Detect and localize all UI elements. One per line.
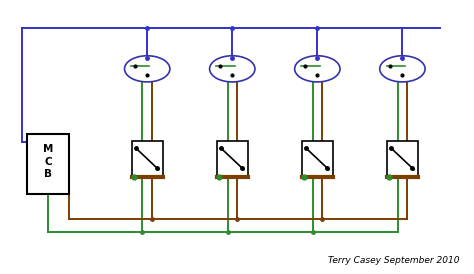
Circle shape <box>125 56 170 82</box>
Text: M
C
B: M C B <box>43 144 53 179</box>
Circle shape <box>295 56 340 82</box>
Polygon shape <box>132 141 163 176</box>
Polygon shape <box>27 134 69 194</box>
Circle shape <box>210 56 255 82</box>
Text: Terry Casey September 2010: Terry Casey September 2010 <box>328 256 459 265</box>
Polygon shape <box>302 141 333 176</box>
Circle shape <box>380 56 425 82</box>
Polygon shape <box>217 141 247 176</box>
Polygon shape <box>387 141 418 176</box>
